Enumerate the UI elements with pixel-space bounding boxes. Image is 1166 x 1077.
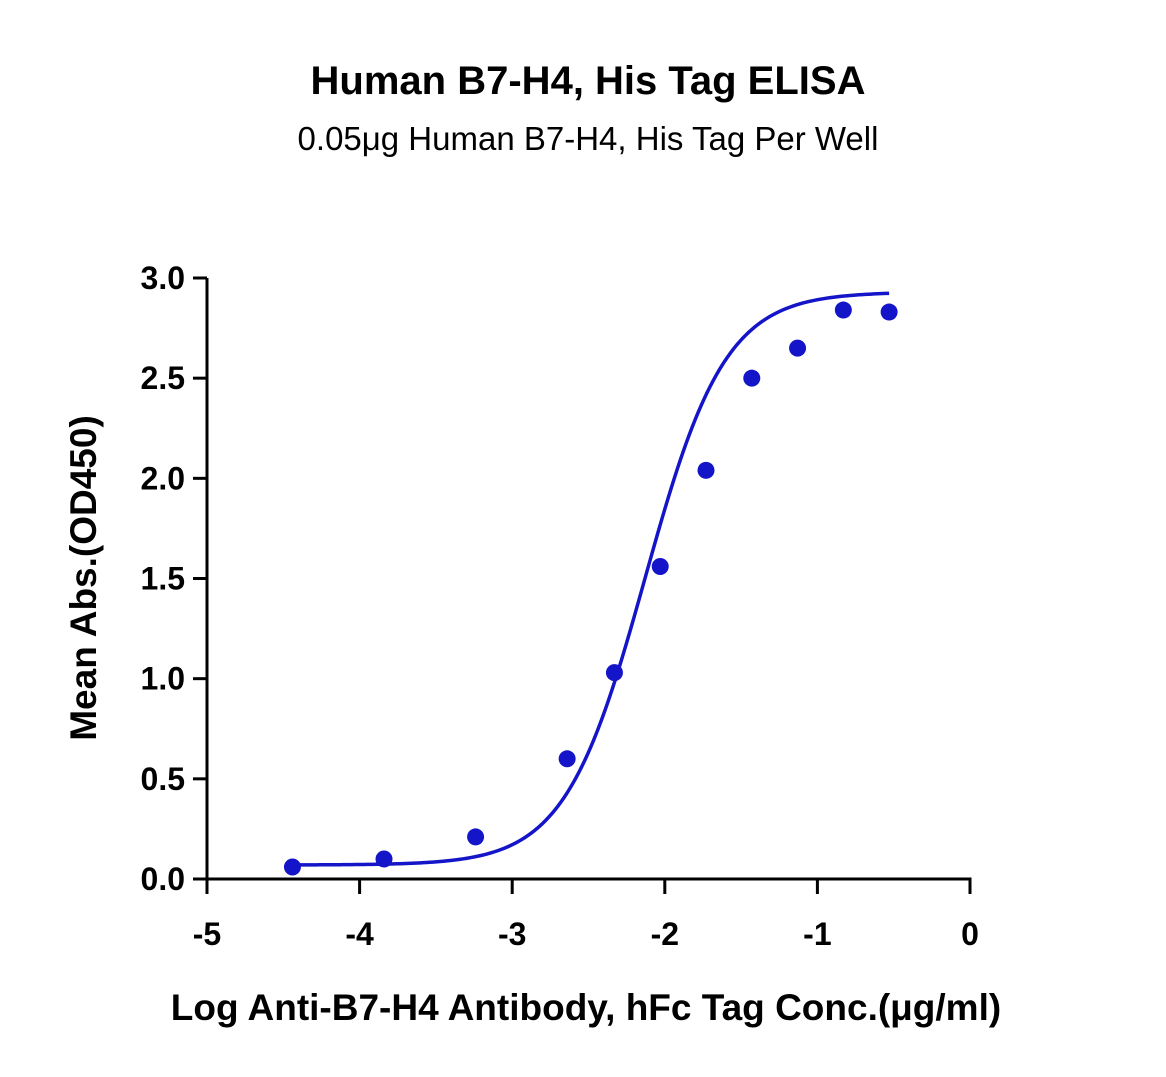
chart-subtitle: 0.05μg Human B7-H4, His Tag Per Well <box>298 120 879 157</box>
y-tick-label: 2.5 <box>141 360 185 396</box>
data-point <box>697 461 715 479</box>
x-tick-label: -5 <box>193 916 221 952</box>
y-tick-label: 2.0 <box>141 460 185 496</box>
x-tick-label: -3 <box>498 916 526 952</box>
x-tick-label: 0 <box>961 916 979 952</box>
chart-title: Human B7-H4, His Tag ELISA <box>311 59 866 103</box>
y-tick-label: 0.5 <box>141 761 185 797</box>
data-point <box>743 369 761 387</box>
data-point <box>283 858 301 876</box>
y-axis-label: Mean Abs.(OD450) <box>63 415 104 741</box>
y-tick-label: 3.0 <box>141 260 185 296</box>
plot-area <box>283 291 898 876</box>
data-point <box>880 303 898 321</box>
data-point <box>605 664 623 682</box>
data-point <box>558 750 576 768</box>
data-point <box>651 557 669 575</box>
data-point <box>375 850 393 868</box>
x-tick-label: -4 <box>345 916 374 952</box>
axes <box>193 276 972 894</box>
y-tick-label: 1.0 <box>141 661 185 697</box>
y-tick-label: 1.5 <box>141 561 185 597</box>
x-tick-label: -1 <box>803 916 831 952</box>
x-tick-label: -2 <box>651 916 679 952</box>
fit-curve <box>292 291 890 867</box>
tick-labels: 0.0 0.5 1.0 1.5 2.0 2.5 3.0 -5 -4 -3 -2 -1 0 <box>141 260 979 952</box>
data-point <box>467 828 485 846</box>
y-tick-label: 0.0 <box>141 861 185 897</box>
data-point <box>834 301 852 319</box>
x-axis-label: Log Anti-B7-H4 Antibody, hFc Tag Conc.(μ… <box>171 987 1001 1028</box>
data-point <box>789 339 807 357</box>
